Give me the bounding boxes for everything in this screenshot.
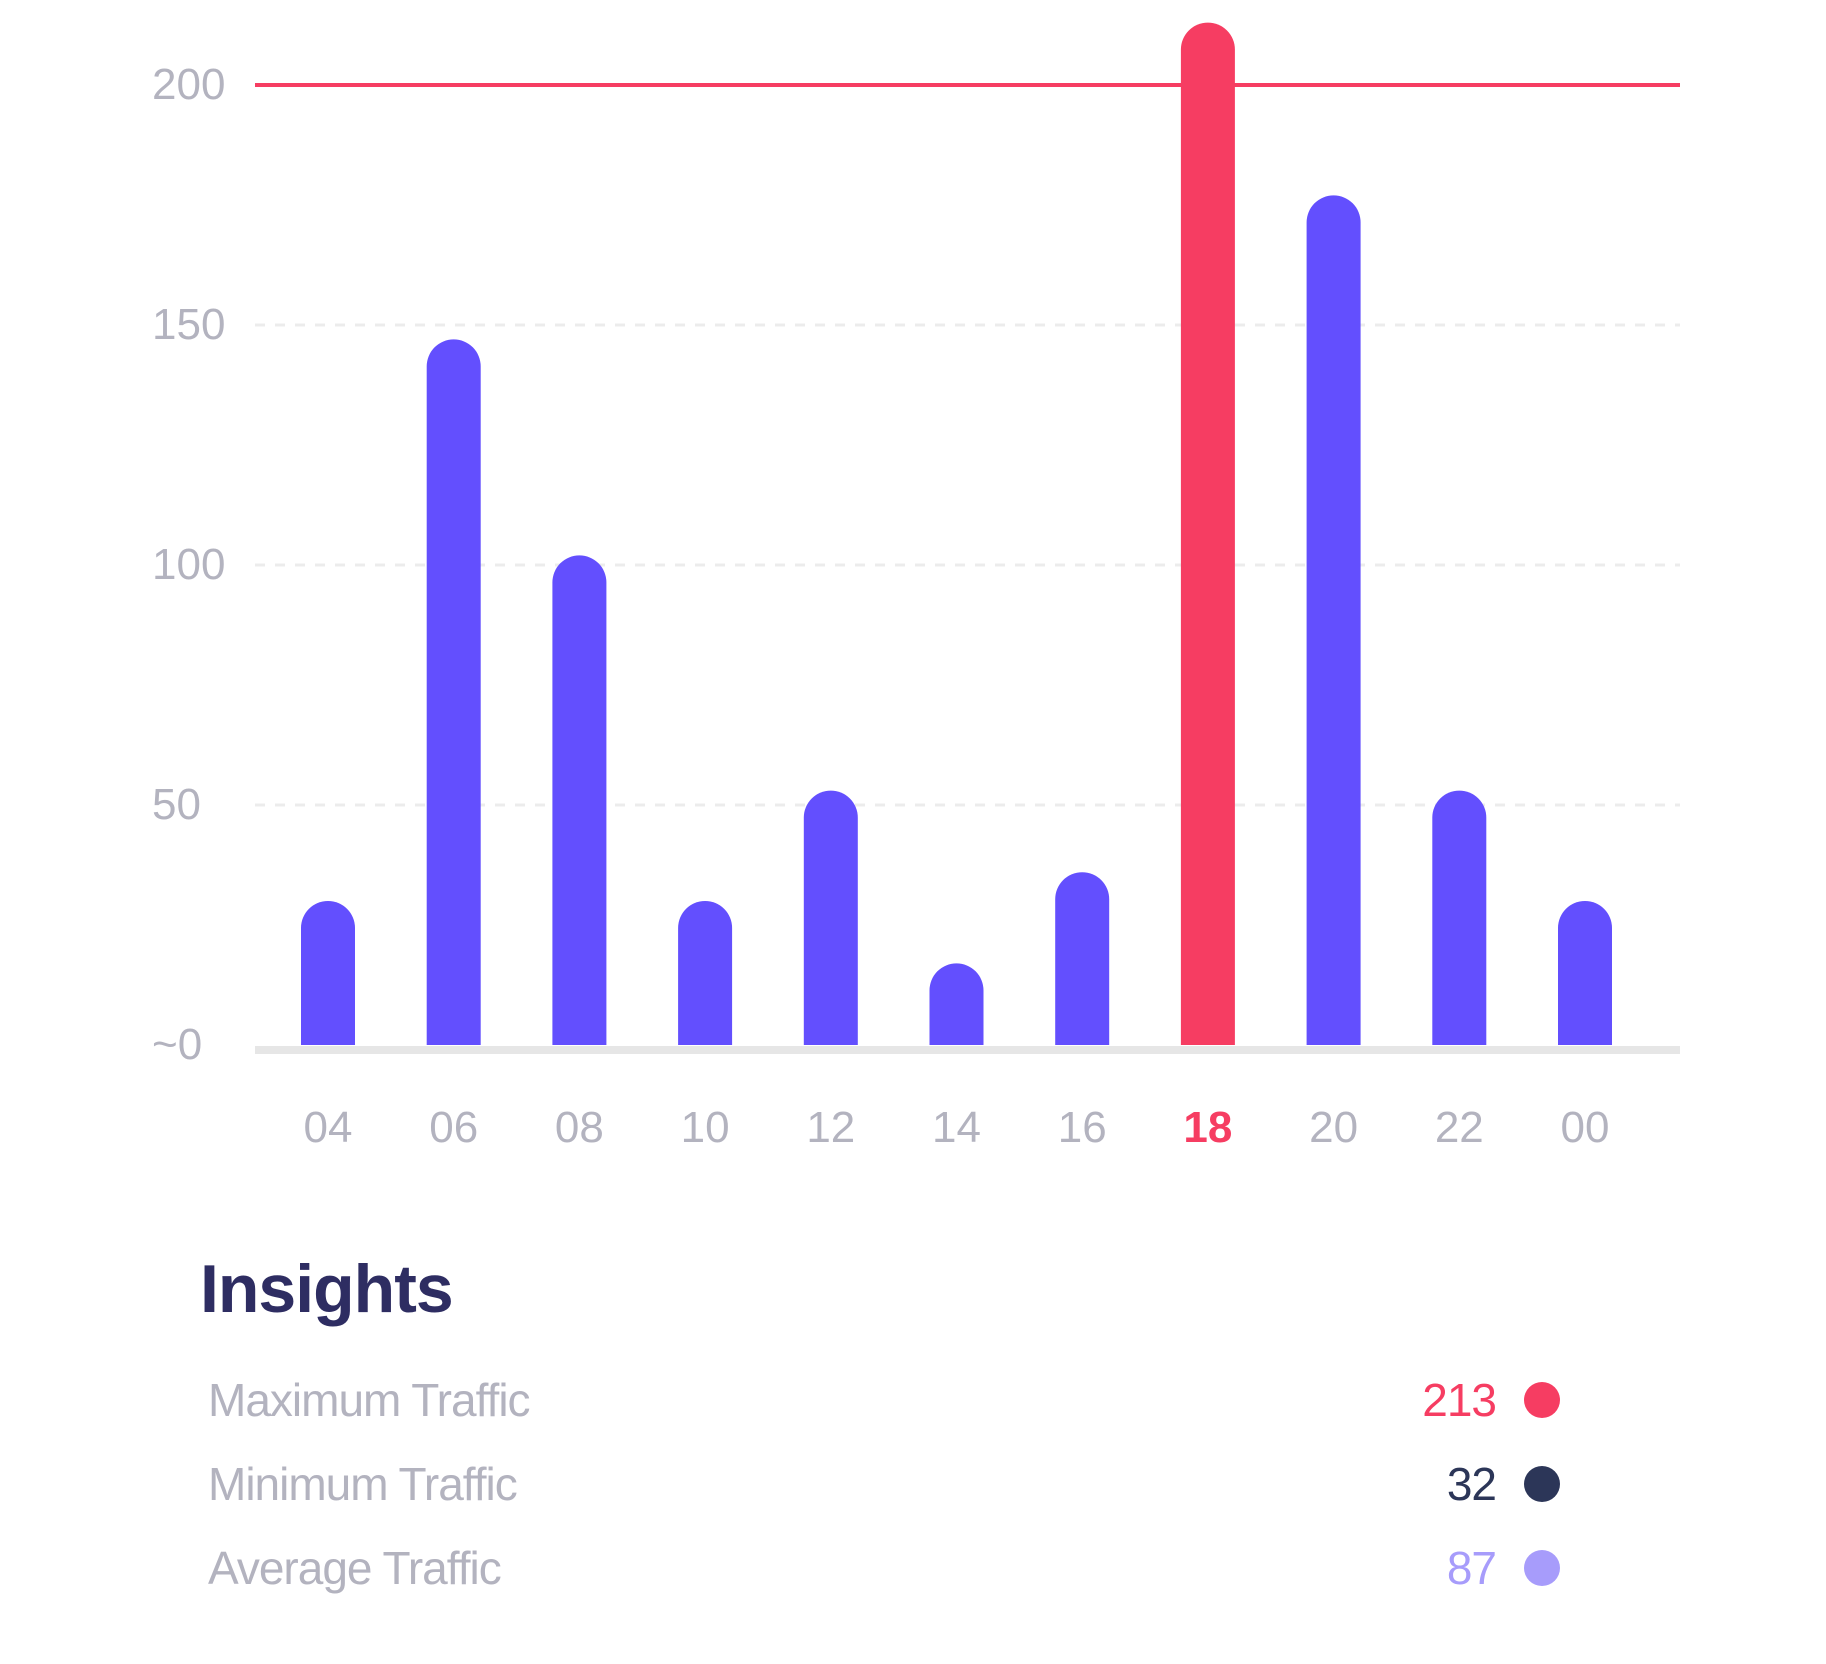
insight-label: Maximum Traffic: [208, 1374, 531, 1426]
x-tick-label: 10: [681, 1103, 730, 1152]
bar-18[interactable]: [1180, 22, 1235, 1046]
x-tick-label: 20: [1309, 1103, 1358, 1152]
insight-label: Minimum Traffic: [208, 1458, 518, 1510]
bar-04[interactable]: [301, 901, 355, 1045]
y-tick-label: 100: [152, 540, 225, 589]
legend-dot: [1524, 1382, 1560, 1418]
bar-22[interactable]: [1432, 790, 1487, 1045]
insights-panel: Insights Maximum Traffic 213 Minimum Tra…: [200, 1250, 1560, 1610]
bar-08[interactable]: [552, 555, 607, 1045]
bar-10[interactable]: [678, 900, 733, 1045]
insights-title: Insights: [200, 1251, 454, 1327]
x-tick-label: 04: [304, 1103, 353, 1152]
bar-16[interactable]: [1055, 872, 1110, 1045]
x-tick-label: 16: [1058, 1103, 1107, 1152]
legend-dot: [1524, 1466, 1560, 1502]
x-tick-label: 14: [932, 1103, 981, 1152]
y-tick-label: 150: [152, 300, 225, 349]
insight-value: 87: [1446, 1542, 1497, 1594]
legend-dot: [1524, 1550, 1560, 1586]
bar-20[interactable]: [1306, 195, 1361, 1045]
bar-14[interactable]: [929, 963, 984, 1045]
bar-00[interactable]: [1558, 901, 1612, 1045]
bar-12[interactable]: [803, 790, 858, 1045]
x-tick-label: 00: [1561, 1103, 1610, 1152]
x-axis-labels: 04 06 08 10 12 14 16 18 20 22 00: [304, 1103, 1610, 1152]
y-axis-ticks: ~0 50 100 150 200: [152, 60, 225, 1069]
bar-06[interactable]: [426, 339, 481, 1045]
insight-row-maximum: Maximum Traffic 213: [200, 1358, 1560, 1442]
insight-value: 213: [1422, 1374, 1497, 1426]
y-tick-label: 50: [152, 780, 201, 829]
x-tick-label: 12: [806, 1103, 855, 1152]
y-tick-label: ~0: [152, 1020, 202, 1069]
traffic-bar-chart: ~0 50 100 150 200 04 06 08 10 12 14 16 18 20 22 00: [152, 22, 1680, 1152]
x-tick-label: 06: [429, 1103, 478, 1152]
insight-value: 32: [1446, 1458, 1497, 1510]
bars: [301, 22, 1612, 1046]
insight-label: Average Traffic: [208, 1542, 502, 1594]
x-tick-label: 18: [1183, 1103, 1232, 1152]
insight-row-minimum: Minimum Traffic 32: [200, 1442, 1560, 1526]
y-tick-label: 200: [152, 60, 225, 109]
insight-row-average: Average Traffic 87: [200, 1526, 1560, 1610]
x-tick-label: 08: [555, 1103, 604, 1152]
x-tick-label: 22: [1435, 1103, 1484, 1152]
